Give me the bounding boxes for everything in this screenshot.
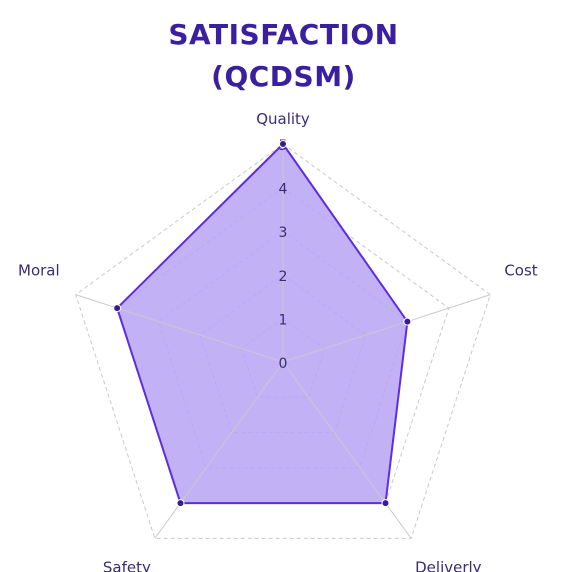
grid-ring-5	[75, 143, 491, 539]
axis-spoke-cost	[282, 294, 491, 363]
chart-title: SATISFACTION (QCDSM)	[0, 14, 567, 98]
data-point-deliverly	[381, 499, 390, 508]
chart-title-line-2: (QCDSM)	[211, 60, 356, 93]
axis-label-deliverly: Deliverly	[415, 558, 482, 572]
chart-title-line-1: SATISFACTION	[168, 18, 399, 51]
tick-label-0: 0	[279, 356, 288, 372]
tick-label-2: 2	[279, 269, 288, 285]
data-point-quality	[279, 140, 287, 148]
tick-label-4: 4	[279, 182, 288, 198]
data-point-safety	[176, 499, 185, 508]
data-point-cost	[403, 317, 412, 326]
axis-spoke-safety	[154, 361, 284, 539]
tick-label-3: 3	[279, 225, 288, 241]
tick-label-1: 1	[279, 312, 288, 328]
axis-spoke-moral	[75, 294, 284, 363]
data-point-moral	[113, 304, 122, 313]
axis-label-safety: Safety	[103, 558, 151, 572]
series-area	[115, 142, 409, 505]
axis-label-cost: Cost	[504, 262, 537, 280]
axis-label-quality: Quality	[256, 110, 310, 128]
axis-spoke-deliverly	[282, 361, 412, 539]
axis-label-moral: Moral	[18, 262, 60, 280]
